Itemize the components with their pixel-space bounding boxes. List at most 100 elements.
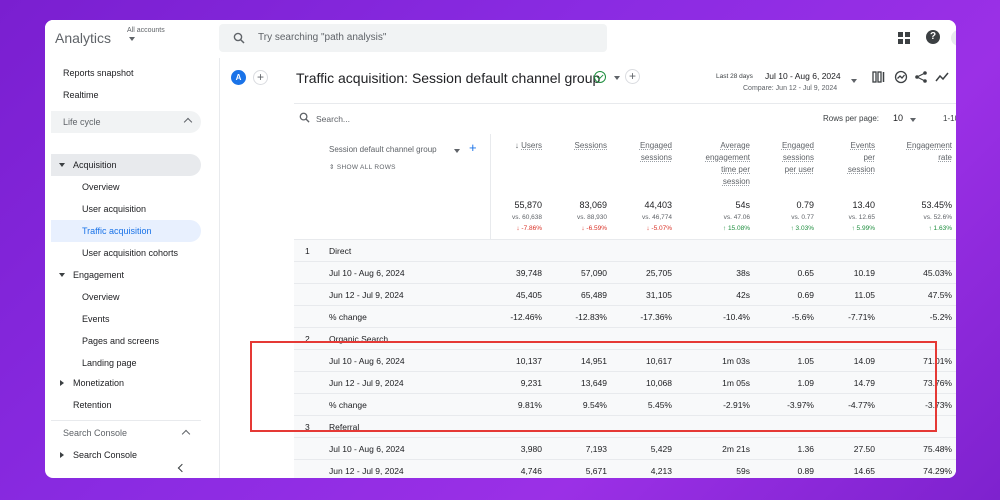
row-label: % change: [329, 400, 367, 410]
table-row[interactable]: Jul 10 - Aug 6, 2024 10,137 14,951 10,617 1m…: [294, 349, 956, 371]
insights-icon[interactable]: [894, 70, 908, 84]
sidebar-item-retention[interactable]: Retention: [73, 400, 112, 410]
table-row[interactable]: Jun 12 - Jul 9, 2024 4,746 5,671 4,213 59s 0.…: [294, 459, 956, 478]
sidebar-item-reports-snapshot[interactable]: Reports snapshot: [63, 68, 134, 78]
table-row[interactable]: Jun 12 - Jul 9, 2024 9,231 13,649 10,068 1m …: [294, 371, 956, 393]
column-header-text: session: [722, 177, 750, 186]
chevron-down-icon[interactable]: [454, 149, 460, 153]
caret-right-icon[interactable]: [60, 380, 64, 386]
rows-per-page-select[interactable]: 10: [893, 113, 904, 123]
sidebar-item-acquisition[interactable]: Acquisition: [73, 160, 117, 170]
table-cell: 9,231: [520, 378, 542, 388]
chevron-down-icon[interactable]: [851, 79, 857, 83]
add-comparison-button[interactable]: +: [253, 70, 268, 85]
sidebar-item-engagement[interactable]: Engagement: [73, 270, 125, 280]
row-dimension[interactable]: Referral: [329, 422, 360, 432]
sidebar-item-engagement-2[interactable]: Pages and screens: [82, 336, 160, 346]
caret-down-icon[interactable]: [59, 273, 65, 277]
app-title[interactable]: Analytics: [55, 30, 112, 46]
column-header-text: session: [847, 165, 875, 174]
show-all-rows-button[interactable]: ⇕ SHOW ALL ROWS: [329, 163, 396, 171]
chevron-down-icon[interactable]: [910, 118, 916, 122]
column-header-text: Engagement: [906, 141, 952, 150]
sidebar-group-acquisition-bg[interactable]: [51, 154, 201, 176]
collapse-sidebar-icon[interactable]: [177, 463, 187, 473]
sort-down-icon[interactable]: ↓: [514, 141, 522, 150]
total-compare-value: vs. 46,774: [642, 214, 672, 221]
column-header-text: per user: [784, 165, 814, 174]
column-header-line: session: [848, 164, 875, 176]
chevron-up-icon[interactable]: [181, 429, 191, 439]
column-header[interactable]: Engaged sessions per user: [782, 140, 814, 176]
search-bar[interactable]: Try searching "path analysis": [219, 24, 607, 52]
sidebar-section-search-console[interactable]: Search Console: [63, 428, 128, 438]
chevron-down-icon[interactable]: [129, 37, 135, 41]
add-dimension-button[interactable]: +: [469, 140, 477, 155]
check-circle-icon[interactable]: [594, 71, 606, 83]
sidebar-item-acquisition-0[interactable]: Overview: [82, 182, 120, 192]
row-dimension[interactable]: Direct: [329, 246, 352, 256]
column-header-line: Engaged: [782, 140, 814, 152]
row-dimension[interactable]: Organic Search: [329, 334, 389, 344]
column-header[interactable]: ↓ Users: [515, 140, 542, 152]
total-compare-value: vs. 0.77: [791, 214, 814, 221]
apps-grid-icon[interactable]: [898, 32, 910, 44]
table-row-group[interactable]: 1 Direct: [294, 239, 956, 261]
sidebar-item-engagement-1[interactable]: Events: [82, 314, 110, 324]
show-all-rows-label: SHOW ALL ROWS: [336, 164, 396, 171]
column-header-text: time per: [721, 165, 750, 174]
chevron-up-icon[interactable]: [183, 117, 193, 127]
dimension-header[interactable]: Session default channel group: [329, 145, 437, 154]
table-cell: -7.71%: [848, 312, 875, 322]
table-cell: 31,105: [646, 290, 672, 300]
sidebar-item-acquisition-3[interactable]: User acquisition cohorts: [82, 248, 179, 258]
accounts-selector[interactable]: All accounts: [127, 27, 165, 34]
comparison-avatar[interactable]: A: [231, 70, 246, 85]
table-cell: -10.4%: [723, 312, 750, 322]
table-cell: 14.09: [853, 356, 875, 366]
help-icon[interactable]: ?: [926, 30, 940, 44]
add-report-button[interactable]: +: [625, 69, 640, 84]
table-row-group[interactable]: 2 Organic Search: [294, 327, 956, 349]
date-range-value[interactable]: Jul 10 - Aug 6, 2024: [765, 71, 841, 81]
column-header[interactable]: Average engagement time per session: [706, 140, 750, 188]
total-change: ↓ -5.07%: [646, 225, 672, 232]
share-icon[interactable]: [914, 70, 928, 84]
total-value: 53.45%: [921, 200, 952, 210]
column-header-line: per: [848, 152, 875, 164]
table-search-input[interactable]: Search...: [316, 114, 351, 124]
row-label: Jun 12 - Jul 9, 2024: [329, 466, 404, 476]
table-cell: 1m 03s: [722, 356, 750, 366]
sidebar-item-acquisition-2[interactable]: Traffic acquisition: [82, 226, 152, 236]
sidebar-section-lifecycle[interactable]: Life cycle: [51, 111, 201, 133]
date-range-label: Last 28 days: [716, 73, 753, 80]
sidebar-item-realtime[interactable]: Realtime: [63, 90, 99, 100]
sidebar-item-engagement-3[interactable]: Landing page: [82, 358, 137, 368]
chevron-down-icon[interactable]: [614, 76, 620, 80]
table-row[interactable]: Jun 12 - Jul 9, 2024 45,405 65,489 31,105 42…: [294, 283, 956, 305]
caret-down-icon[interactable]: [59, 163, 65, 167]
compare-chart-icon[interactable]: [872, 70, 886, 84]
column-header[interactable]: Engaged sessions: [640, 140, 672, 164]
column-header[interactable]: Engagement rate: [907, 140, 952, 164]
account-avatar[interactable]: [951, 30, 956, 46]
trend-icon[interactable]: [935, 70, 949, 84]
table-row[interactable]: Jul 10 - Aug 6, 2024 3,980 7,193 5,429 2m 21…: [294, 437, 956, 459]
table-row[interactable]: Jul 10 - Aug 6, 2024 39,748 57,090 25,705 38…: [294, 261, 956, 283]
sidebar-item-acquisition-1[interactable]: User acquisition: [82, 204, 147, 214]
row-label: Jun 12 - Jul 9, 2024: [329, 290, 404, 300]
table-cell: 47.5%: [927, 290, 952, 300]
table-cell: 1m 05s: [722, 378, 750, 388]
column-header-line: engagement: [706, 152, 750, 164]
table-cell: 5,671: [585, 466, 607, 476]
table-cell: 1.09: [797, 378, 814, 388]
search-input[interactable]: Try searching "path analysis": [258, 32, 387, 43]
caret-right-icon[interactable]: [60, 452, 64, 458]
column-header[interactable]: Sessions: [575, 140, 607, 152]
sidebar-item-engagement-0[interactable]: Overview: [82, 292, 120, 302]
sidebar-item-search-console[interactable]: Search Console: [73, 450, 138, 460]
table-row[interactable]: % change 9.81% 9.54% 5.45% -2.91% -3.97% -4.77…: [294, 393, 956, 415]
table-row[interactable]: % change -12.46% -12.83% -17.36% -10.4% -5.6%…: [294, 305, 956, 327]
column-header[interactable]: Events per session: [848, 140, 875, 176]
sidebar-item-monetization[interactable]: Monetization: [73, 378, 125, 388]
